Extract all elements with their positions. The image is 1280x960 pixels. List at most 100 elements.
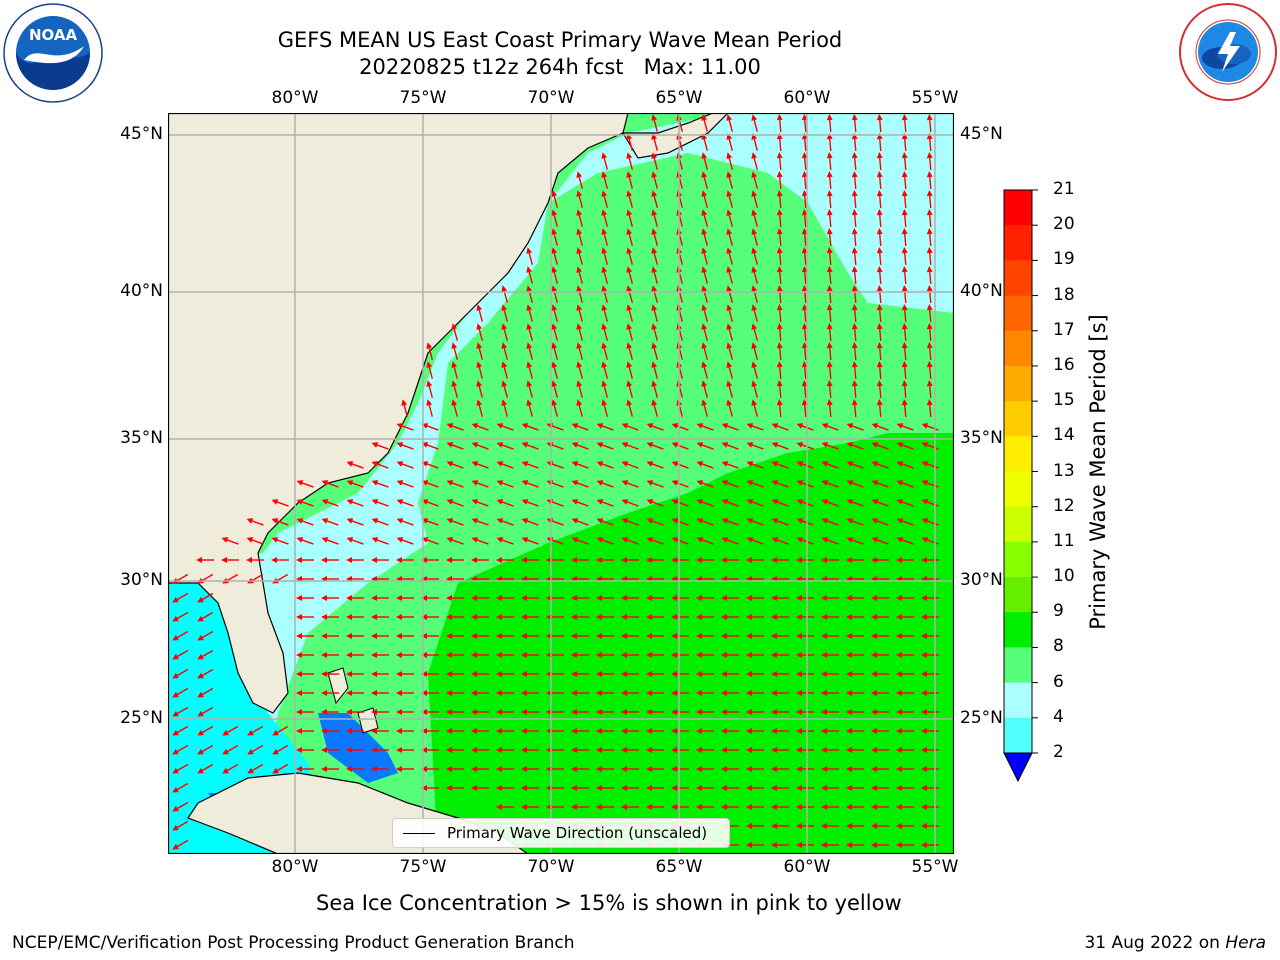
wave-direction-arrow — [876, 114, 883, 133]
wave-direction-arrow — [521, 537, 539, 545]
wave-direction-arrow — [646, 480, 664, 488]
wave-direction-arrow — [726, 152, 734, 170]
wave-direction-arrow — [696, 633, 714, 639]
wave-direction-arrow — [621, 518, 639, 526]
wave-direction-arrow — [696, 442, 714, 450]
wave-direction-arrow — [801, 209, 808, 228]
wave-direction-arrow — [776, 380, 783, 399]
wave-direction-arrow — [696, 614, 714, 620]
wave-direction-arrow — [571, 709, 589, 715]
wave-direction-arrow — [826, 133, 833, 152]
wave-direction-arrow — [521, 442, 539, 450]
wave-direction-arrow — [371, 614, 389, 620]
wave-direction-arrow — [346, 747, 364, 753]
wave-direction-arrow — [321, 747, 339, 753]
wave-direction-arrow — [721, 690, 739, 696]
wave-direction-arrow — [197, 592, 214, 603]
lat-label-left: 30°N — [120, 570, 163, 590]
wave-direction-arrow — [197, 687, 214, 698]
wave-direction-arrow — [896, 766, 914, 772]
wave-direction-arrow — [521, 480, 539, 488]
wave-direction-arrow — [172, 725, 189, 736]
wave-direction-arrow — [771, 461, 789, 469]
wave-direction-arrow — [696, 518, 714, 526]
wave-direction-arrow — [421, 766, 439, 772]
wave-direction-arrow — [451, 380, 459, 398]
colorbar-tick-label: 21 — [1053, 179, 1075, 199]
wave-direction-arrow — [876, 342, 883, 361]
wave-direction-arrow — [496, 423, 514, 431]
wave-direction-arrow — [696, 804, 714, 810]
wave-direction-arrow — [526, 399, 534, 417]
wave-direction-arrow — [646, 442, 664, 450]
colorbar-tick-label: 20 — [1053, 214, 1075, 235]
wave-direction-arrow — [801, 190, 808, 209]
svg-text:NOAA: NOAA — [29, 26, 78, 44]
wave-direction-arrow — [576, 380, 584, 398]
wave-direction-arrow — [726, 266, 734, 284]
wave-direction-arrow — [901, 266, 908, 285]
wave-direction-arrow — [626, 361, 634, 379]
wave-direction-arrow — [921, 499, 939, 507]
wave-direction-arrow — [871, 461, 889, 469]
wave-direction-arrow — [771, 804, 789, 810]
wave-direction-arrow — [571, 747, 589, 753]
wave-direction-arrow — [921, 633, 939, 639]
wave-direction-arrow — [296, 766, 314, 772]
wave-direction-arrow — [551, 247, 559, 265]
wave-direction-arrow — [871, 747, 889, 753]
wave-direction-arrow — [621, 709, 639, 715]
wave-direction-arrow — [746, 728, 764, 734]
colorbar-tick-label: 15 — [1053, 390, 1075, 411]
wave-direction-arrow — [801, 266, 808, 285]
wave-direction-arrow — [726, 247, 734, 265]
wave-direction-arrow — [826, 114, 833, 133]
wave-direction-arrow — [871, 423, 889, 431]
wave-direction-arrow — [746, 690, 764, 696]
wave-direction-arrow — [771, 518, 789, 526]
wave-direction-arrow — [871, 728, 889, 734]
colorbar-segment — [1004, 471, 1032, 508]
wave-direction-arrow — [721, 442, 739, 450]
wave-direction-arrow — [601, 209, 609, 227]
wave-direction-arrow — [846, 557, 864, 563]
wave-direction-arrow — [821, 480, 839, 488]
wave-direction-arrow — [321, 766, 339, 772]
wave-direction-arrow — [651, 380, 659, 398]
lat-label-right: 35°N — [960, 428, 1003, 448]
wave-direction-arrow — [896, 442, 914, 450]
wave-direction-arrow — [701, 323, 709, 341]
wave-direction-arrow — [826, 285, 833, 304]
wave-direction-arrow — [596, 480, 614, 488]
wave-direction-arrow — [296, 595, 314, 601]
wave-direction-arrow — [596, 766, 614, 772]
wave-direction-arrow — [696, 557, 714, 563]
wave-direction-arrow — [751, 285, 759, 303]
wave-direction-arrow — [426, 361, 434, 379]
wave-direction-arrow — [646, 652, 664, 658]
colorbar-tick-label: 6 — [1053, 671, 1064, 692]
wave-direction-arrow — [821, 747, 839, 753]
wave-direction-arrow — [776, 361, 783, 380]
wave-direction-arrow — [296, 614, 314, 620]
wave-direction-arrow — [846, 709, 864, 715]
wave-direction-arrow — [321, 652, 339, 658]
wave-direction-arrow — [701, 190, 709, 208]
wave-direction-arrow — [296, 747, 314, 753]
wave-direction-arrow — [247, 763, 264, 774]
wave-direction-arrow — [621, 671, 639, 677]
wave-direction-arrow — [621, 423, 639, 431]
wave-direction-arrow — [571, 423, 589, 431]
wave-direction-arrow — [321, 690, 339, 696]
wave-direction-arrow — [871, 690, 889, 696]
wave-direction-arrow — [471, 518, 489, 526]
wave-direction-arrow — [846, 842, 864, 848]
wave-direction-arrow — [371, 442, 389, 450]
wave-direction-arrow — [371, 747, 389, 753]
wave-direction-arrow — [776, 266, 783, 285]
colorbar-tick-label: 2 — [1053, 742, 1064, 762]
wave-direction-arrow — [921, 461, 939, 469]
generation-date: 31 Aug 2022 on Hera — [1084, 933, 1266, 953]
wave-direction-arrow — [651, 361, 659, 379]
wave-direction-arrow — [671, 461, 689, 469]
